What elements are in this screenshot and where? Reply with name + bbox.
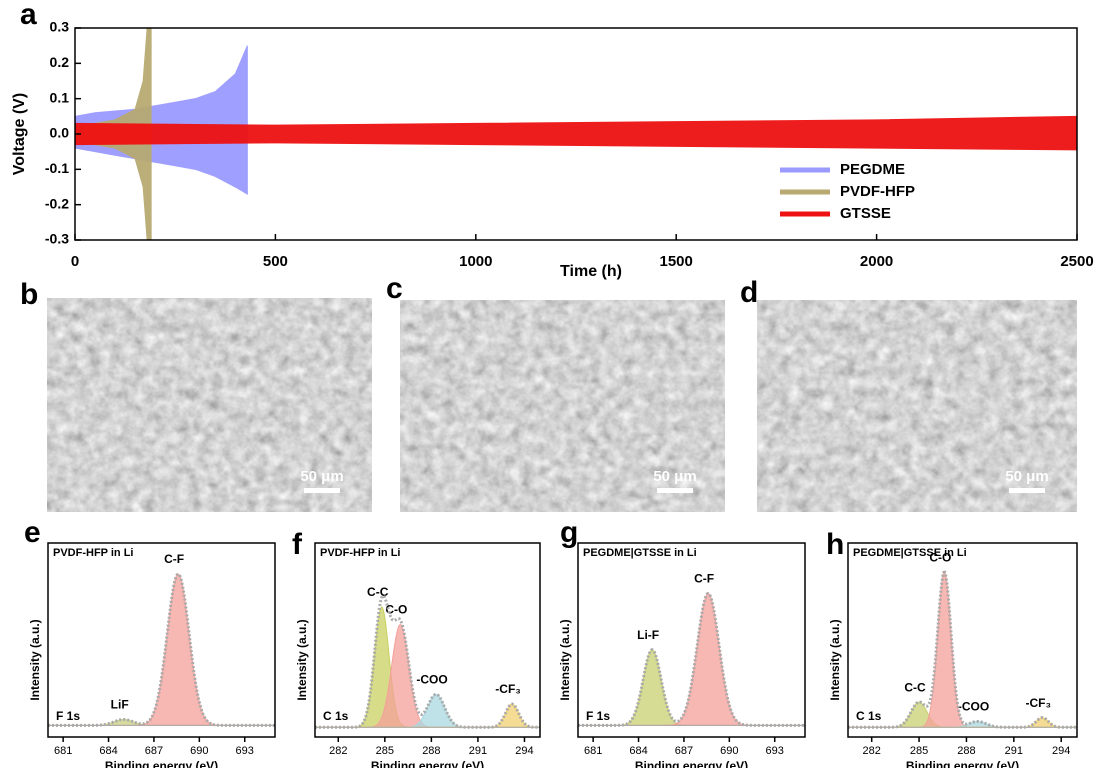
panel-letter: c [386,272,403,305]
panel-title: PVDF-HFP in Li [53,547,133,559]
x-tick-label: 500 [263,253,288,270]
x-tick-label: 291 [1005,745,1023,757]
peak-label: -CF₃ [1025,696,1051,710]
scale-bar [304,488,340,493]
peak-label: C-F [694,572,714,586]
x-tick-label: 285 [910,745,928,757]
x-tick-label: 681 [54,745,72,757]
voltage-band [74,45,248,195]
x-tick-label: 285 [376,745,394,757]
x-tick-label: 288 [957,745,975,757]
x-tick-label: 288 [422,745,440,757]
y-tick-label: -0.1 [45,160,69,176]
spectrum [848,570,1077,729]
plot-frame [47,542,276,738]
y-tick-label: 0.1 [50,89,70,105]
scale-bar-label: 50 μm [653,468,696,485]
peak-label: C-F [164,552,184,566]
y-tick-label: 0.2 [50,54,70,70]
peak-label: C-C [904,680,926,694]
x-axis-label: Binding energy (eV) [105,759,218,768]
core-level: C 1s [323,709,349,723]
x-tick-label: 687 [675,745,693,757]
panel-title: PEGDME|GTSSE in Li [853,547,967,559]
x-axis-label: Binding energy (eV) [371,759,484,768]
plot-frame [847,542,1078,738]
scale-bar [657,488,693,493]
scale-bar-label: 50 μm [300,468,343,485]
x-tick-label: 2000 [860,253,893,270]
plot-frame [74,27,1078,241]
y-axis-label: Intensity (a.u.) [558,619,572,700]
panel-letter: g [560,516,578,549]
core-level: F 1s [586,709,610,723]
plot-frame [314,542,541,738]
x-tick-label: 684 [629,745,647,757]
panel-letter: h [826,528,844,561]
peak-label: -CF₃ [495,682,521,696]
fit-peak [578,592,805,726]
panel-letter: e [24,516,41,549]
x-tick-label: 1500 [660,253,693,270]
peak-label: C-O [929,550,951,564]
sem-image [47,298,372,512]
x-tick-label: 291 [469,745,487,757]
y-tick-label: 0.3 [50,19,70,35]
panel-letter: a [20,0,37,31]
peak-label: C-O [385,603,407,617]
panel-title: PVDF-HFP in Li [320,547,400,559]
y-axis-label: Intensity (a.u.) [295,619,309,700]
x-tick-label: 693 [766,745,784,757]
y-axis-label: Intensity (a.u.) [828,619,842,700]
x-tick-label: 282 [863,745,881,757]
x-tick-label: 687 [145,745,163,757]
scale-bar-label: 50 μm [1005,468,1048,485]
scale-bar [1009,488,1045,493]
core-level: F 1s [56,709,80,723]
x-tick-label: 1000 [459,253,492,270]
peak-label: C-C [367,585,389,599]
x-tick-label: 681 [584,745,602,757]
peak-label: LiF [111,698,129,712]
x-tick-label: 2500 [1060,253,1093,270]
y-tick-label: 0.0 [50,125,70,141]
fit-peak [48,573,275,726]
x-axis-label: Time (h) [560,263,622,280]
peak-label: -COO [958,700,989,714]
y-axis-label: Voltage (V) [11,93,28,175]
sem-image [400,300,725,512]
x-tick-label: 690 [190,745,208,757]
plot-frame [577,542,806,738]
peak-label: -COO [416,672,447,686]
sem-image [757,300,1077,512]
x-tick-label: 294 [1052,745,1070,757]
legend-label: GTSSE [840,205,891,222]
panel-letter: f [292,528,303,561]
x-tick-label: 294 [515,745,533,757]
y-tick-label: -0.2 [45,195,69,211]
legend-label: PEGDME [840,161,905,178]
x-tick-label: 690 [720,745,738,757]
legend-label: PVDF-HFP [840,183,915,200]
x-tick-label: 684 [99,745,117,757]
x-tick-label: 693 [236,745,254,757]
panel-letter: d [740,276,758,309]
panel-letter: b [20,278,38,311]
x-axis-label: Binding energy (eV) [906,759,1019,768]
peak-label: Li-F [637,628,659,642]
y-tick-label: -0.3 [45,231,69,247]
x-axis-label: Binding energy (eV) [635,759,748,768]
x-tick-label: 282 [329,745,347,757]
x-tick-label: 0 [71,253,79,270]
panel-title: PEGDME|GTSSE in Li [583,547,697,559]
core-level: C 1s [856,709,882,723]
y-axis-label: Intensity (a.u.) [28,619,42,700]
